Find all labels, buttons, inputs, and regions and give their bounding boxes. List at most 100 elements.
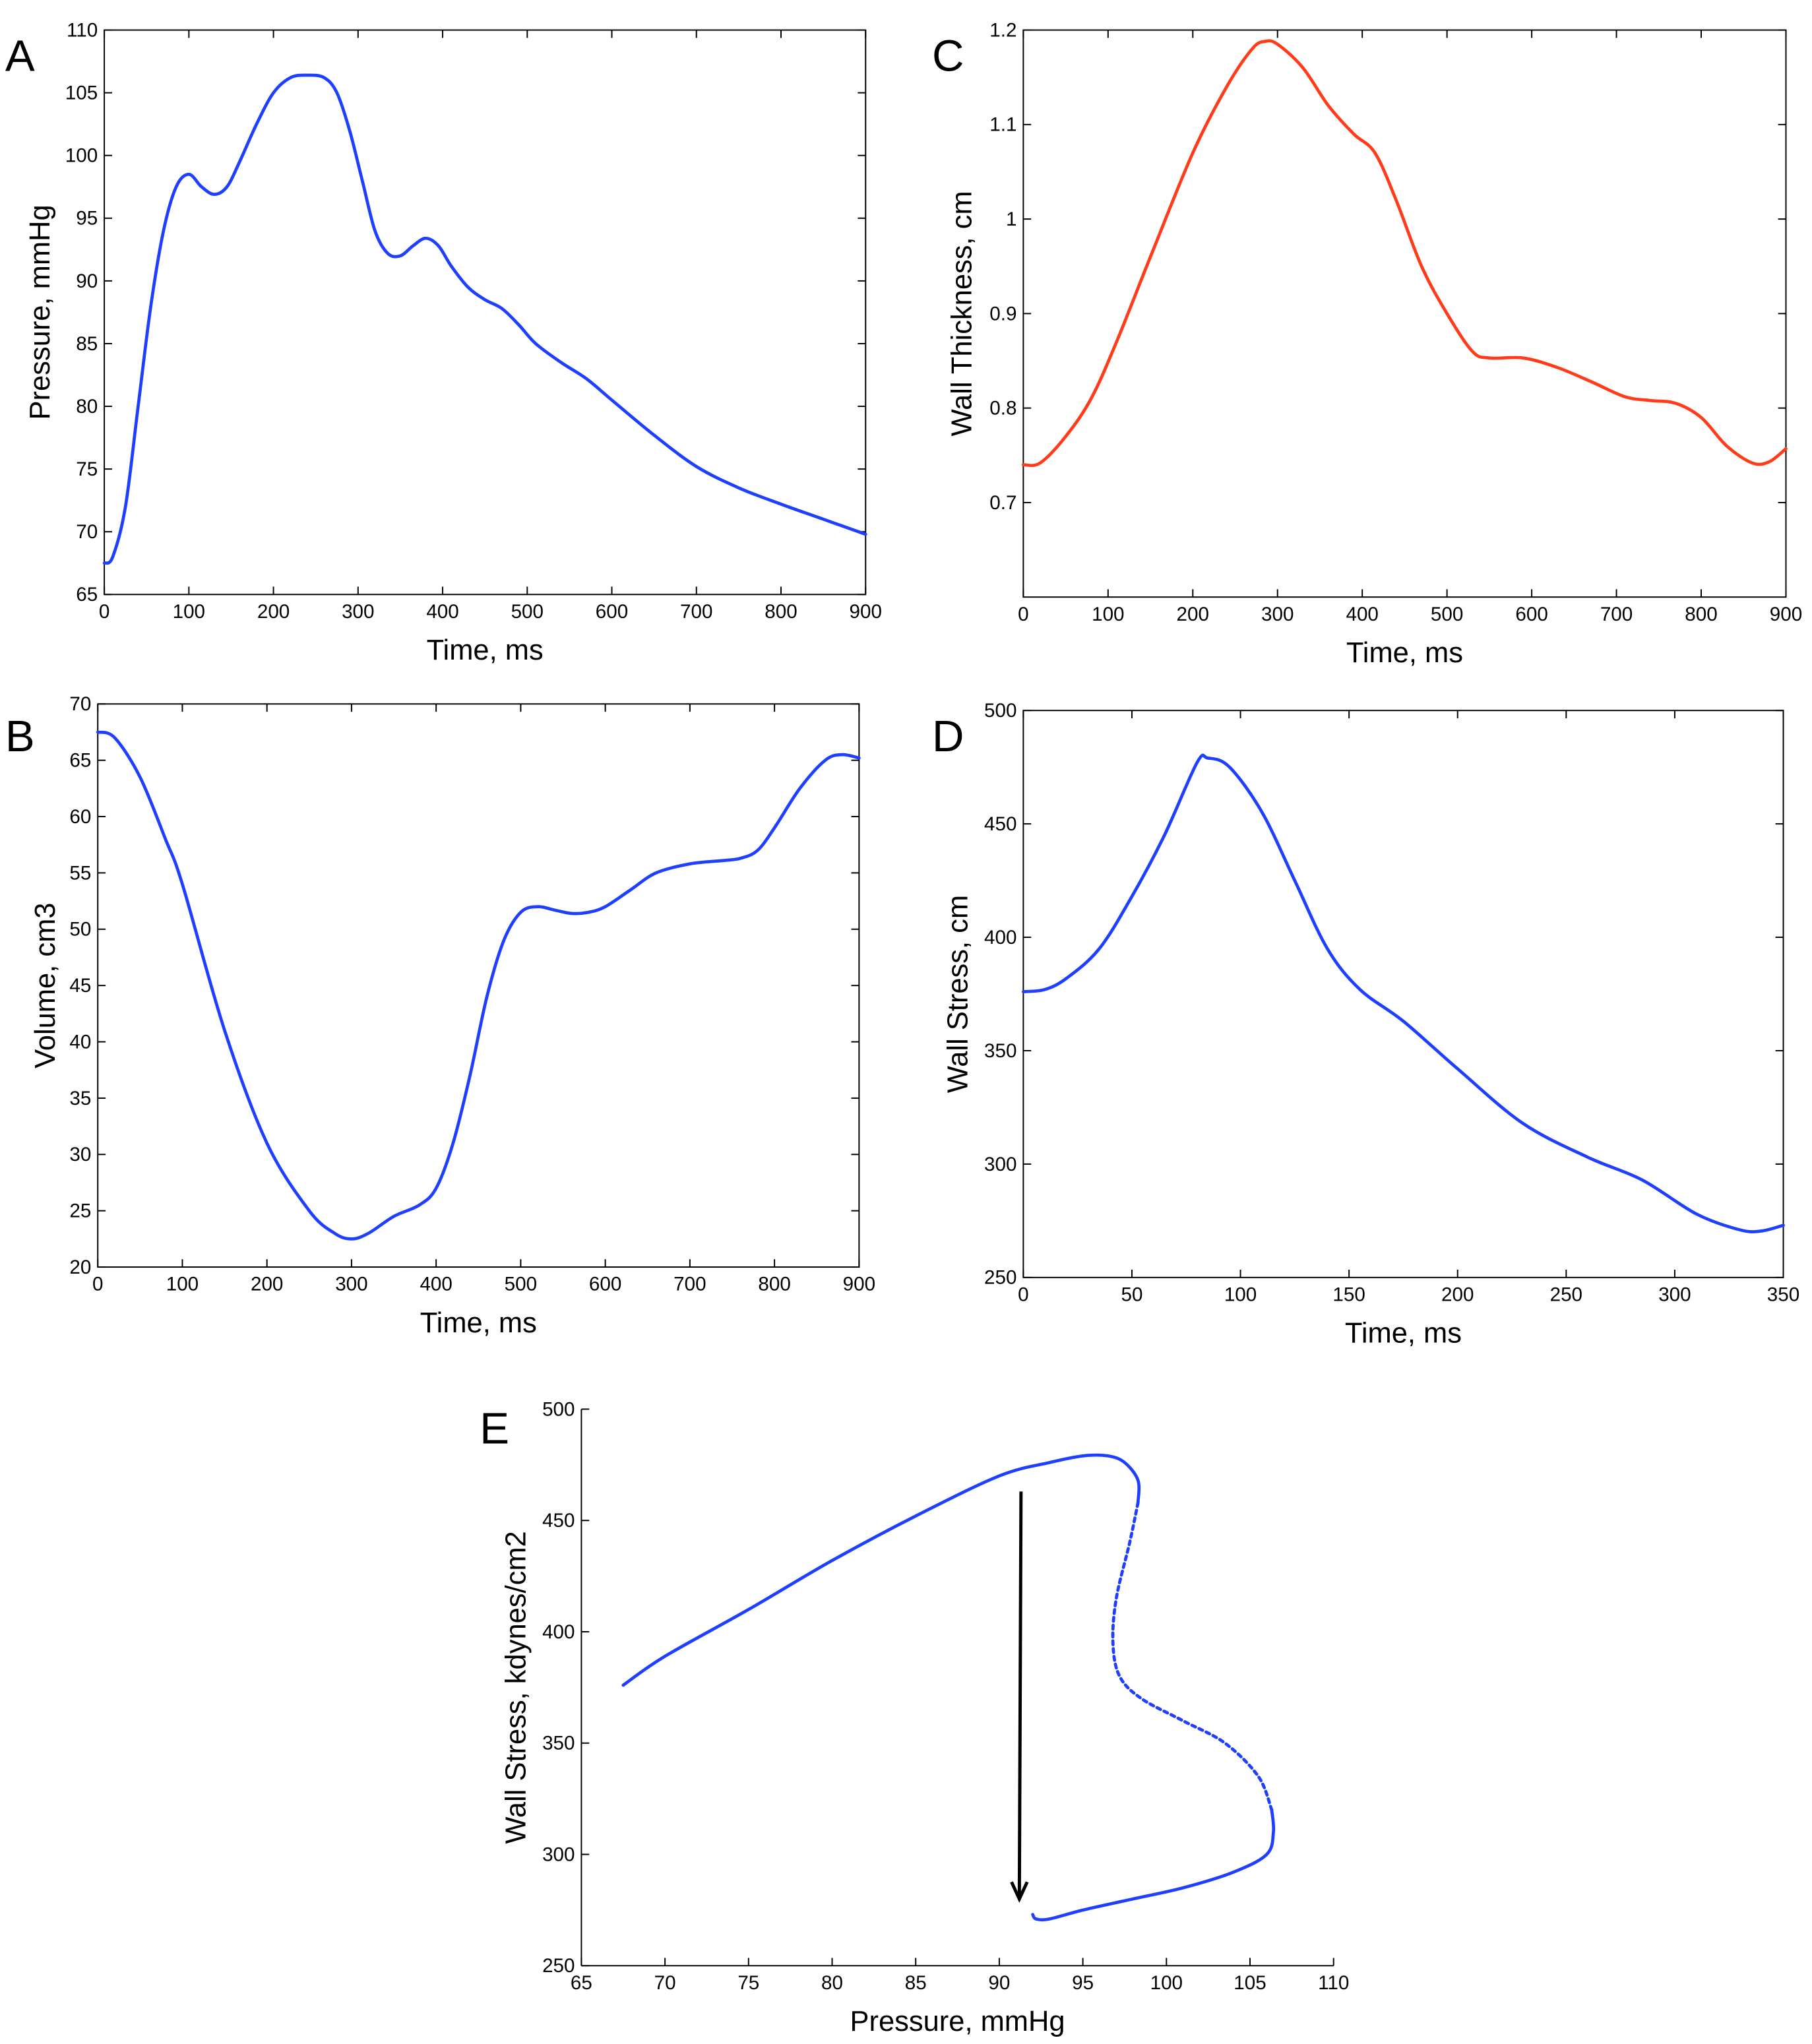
x-tick-label: 500 [511, 601, 544, 623]
x-tick-label: 400 [1346, 604, 1378, 625]
x-tick-label: 100 [1092, 604, 1124, 625]
y-axis-label: Wall Stress, kdynes/cm2 [500, 1531, 532, 1843]
x-axis-label: Time, ms [1346, 637, 1463, 669]
panel-letter: B [5, 712, 35, 761]
y-tick-label: 45 [69, 975, 91, 997]
y-tick-label: 80 [76, 396, 98, 418]
plot-frame [1022, 710, 1784, 1278]
x-tick-label: 90 [988, 1972, 1010, 1994]
series-line-volume [96, 730, 861, 1241]
x-tick-label: 70 [654, 1972, 676, 1994]
x-tick-label: 250 [1550, 1284, 1582, 1305]
x-tick-label: 100 [173, 601, 205, 623]
x-tick-label: 700 [680, 601, 712, 623]
series-line-loop-upper [621, 1453, 1141, 1687]
series-line-pressure [102, 73, 867, 565]
y-tick-label: 250 [984, 1267, 1016, 1289]
x-tick-label: 300 [342, 601, 374, 623]
x-tick-label: 600 [596, 601, 628, 623]
y-tick-label: 65 [69, 750, 91, 772]
panel-a: A 0 100 200 300 400 500 600 700 800 900 65 70 75 80 85 9… [5, 19, 882, 666]
y-tick-label: 450 [984, 813, 1016, 835]
x-tick-label: 900 [1770, 604, 1802, 625]
y-tick-label: 70 [76, 521, 98, 543]
x-axis-label: Time, ms [427, 635, 544, 666]
y-tick-label: 50 [69, 919, 91, 941]
plot-frame [104, 29, 867, 596]
x-tick-label: 200 [1177, 604, 1209, 625]
x-tick-label: 500 [505, 1274, 537, 1295]
y-tick-label: 75 [76, 458, 98, 480]
series-line-wall-thickness [1021, 39, 1788, 468]
y-axis-label: Pressure, mmHg [24, 204, 56, 419]
y-tick-label: 400 [542, 1621, 575, 1643]
y-tick-label: 35 [69, 1088, 91, 1109]
panel-letter: C [932, 31, 964, 80]
x-tick-label: 600 [1515, 604, 1547, 625]
y-tick-label: 0.7 [989, 492, 1016, 514]
x-axis-label: Pressure, mmHg [850, 2006, 1065, 2037]
x-tick-label: 100 [166, 1274, 199, 1295]
x-tick-label: 300 [335, 1274, 367, 1295]
x-tick-label: 85 [905, 1972, 927, 1994]
y-tick-label: 85 [76, 333, 98, 355]
x-tick-label: 95 [1072, 1972, 1094, 1994]
x-tick-label: 200 [257, 601, 290, 623]
y-tick-label: 30 [69, 1144, 91, 1165]
y-tick-label: 350 [984, 1040, 1016, 1062]
panel-e: E 65 70 75 80 85 90 95 100 105 110 250 300 350 400 450 5… [480, 1398, 1349, 2037]
x-tick-label: 0 [99, 601, 109, 623]
y-axis-label: Wall Stress, cm [942, 895, 974, 1093]
y-tick-label: 350 [542, 1733, 575, 1754]
x-tick-label: 80 [821, 1972, 843, 1994]
x-tick-label: 200 [1441, 1284, 1474, 1305]
series-line-loop-lower [1031, 1808, 1276, 1922]
y-tick-label: 1.1 [989, 114, 1016, 136]
panel-letter: A [5, 31, 35, 80]
y-tick-label: 20 [69, 1256, 91, 1278]
y-axis-label: Volume, cm3 [30, 903, 61, 1068]
x-tick-label: 65 [571, 1972, 592, 1994]
x-tick-label: 500 [1431, 604, 1463, 625]
y-tick-label: 1.2 [989, 19, 1016, 41]
y-tick-label: 0.9 [989, 303, 1016, 325]
y-tick-label: 500 [984, 700, 1016, 722]
x-axis-label: Time, ms [420, 1307, 537, 1339]
series-line-loop-dashed [1111, 1501, 1274, 1812]
series-line-wall-stress [1021, 753, 1785, 1233]
y-tick-label: 55 [69, 862, 91, 884]
x-tick-label: 800 [758, 1274, 790, 1295]
y-tick-label: 1 [1006, 208, 1016, 230]
x-tick-label: 400 [420, 1274, 452, 1295]
y-tick-label: 25 [69, 1200, 91, 1222]
x-tick-label: 300 [1658, 1284, 1691, 1305]
y-axis-label: Wall Thickness, cm [946, 191, 978, 436]
arrow-head-icon [1010, 1881, 1029, 1903]
x-tick-label: 800 [765, 601, 797, 623]
x-tick-label: 350 [1767, 1284, 1799, 1305]
y-tick-label: 65 [76, 584, 98, 605]
y-tick-label: 450 [542, 1510, 575, 1532]
panel-letter: E [480, 1404, 509, 1453]
x-tick-label: 100 [1150, 1972, 1183, 1994]
x-tick-label: 200 [251, 1274, 283, 1295]
y-tick-label: 300 [542, 1843, 575, 1865]
x-tick-label: 900 [843, 1274, 875, 1295]
y-tick-label: 110 [67, 19, 98, 41]
y-tick-label: 60 [69, 806, 91, 828]
y-tick-label: 70 [69, 693, 91, 715]
y-tick-label: 0.8 [989, 398, 1016, 419]
x-tick-label: 110 [1318, 1972, 1349, 1994]
x-tick-label: 0 [1018, 604, 1028, 625]
x-tick-label: 300 [1261, 604, 1294, 625]
plot-frame [1022, 29, 1787, 598]
x-tick-label: 75 [737, 1972, 759, 1994]
x-axis-label: Time, ms [1345, 1318, 1462, 1349]
y-tick-label: 95 [76, 208, 98, 230]
y-tick-label: 105 [65, 82, 98, 104]
x-tick-label: 900 [850, 601, 882, 623]
panel-letter: D [932, 712, 964, 761]
x-tick-label: 100 [1224, 1284, 1257, 1305]
y-tick-label: 40 [69, 1031, 91, 1053]
panel-d: D 0 50 100 150 200 250 300 350 250 300 350 400 450 500… [932, 700, 1799, 1349]
